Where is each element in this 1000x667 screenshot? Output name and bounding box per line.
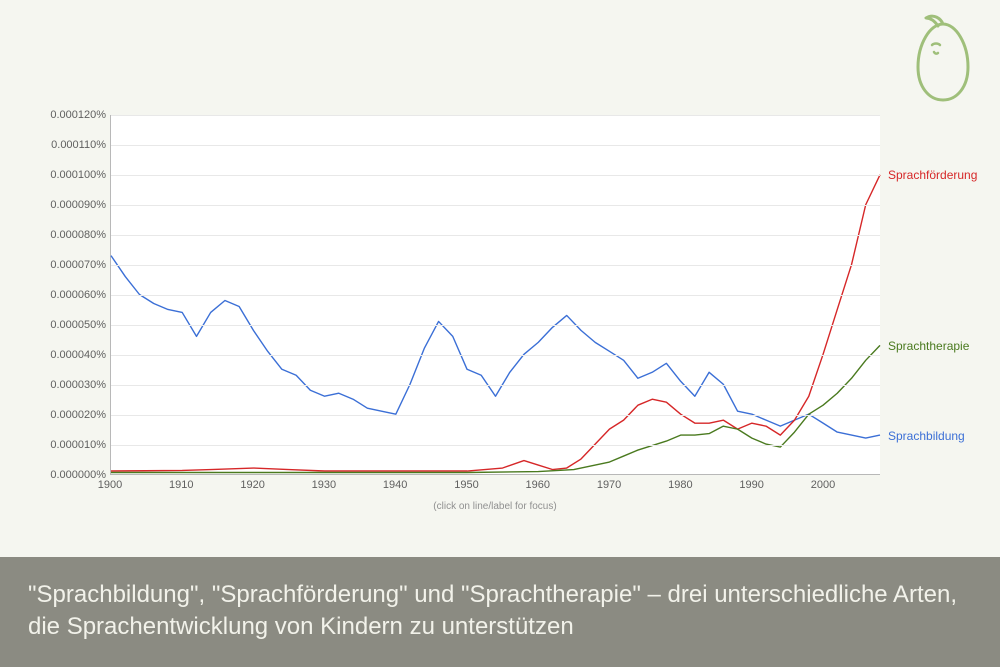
gridline — [111, 385, 880, 386]
gridline — [111, 265, 880, 266]
gridline — [111, 115, 880, 116]
y-axis: 0.000000%0.000010%0.000020%0.000030%0.00… — [28, 115, 110, 475]
y-tick-label: 0.000110% — [51, 139, 106, 151]
gridline — [111, 145, 880, 146]
y-tick-label: 0.000120% — [50, 109, 106, 121]
x-tick-label: 1940 — [383, 479, 407, 491]
series-label-Sprachfoerderung[interactable]: Sprachförderung — [888, 168, 977, 182]
caption-bar: "Sprachbildung", "Sprachförderung" und "… — [0, 557, 1000, 667]
x-tick-label: 1990 — [739, 479, 763, 491]
x-tick-label: 1980 — [668, 479, 692, 491]
x-tick-label: 1920 — [240, 479, 264, 491]
series-line-Sprachbildung[interactable] — [111, 256, 880, 438]
gridline — [111, 295, 880, 296]
caption-text: "Sprachbildung", "Sprachförderung" und "… — [28, 581, 957, 640]
click-hint: (click on line/label for focus) — [110, 501, 880, 512]
series-line-Sprachfoerderung[interactable] — [111, 175, 880, 471]
gridline — [111, 175, 880, 176]
series-labels: Sprachbildung Sprachförderung Sprachtherap… — [884, 115, 994, 475]
bird-egg-logo — [908, 12, 978, 107]
x-tick-label: 1970 — [597, 479, 621, 491]
gridline — [111, 235, 880, 236]
y-tick-label: 0.000060% — [50, 289, 106, 301]
y-tick-label: 0.000040% — [50, 349, 106, 361]
ngram-chart: 0.000000%0.000010%0.000020%0.000030%0.00… — [28, 115, 988, 535]
y-tick-label: 0.000020% — [50, 409, 106, 421]
bird-egg-icon — [908, 12, 978, 107]
gridline — [111, 445, 880, 446]
x-tick-label: 1900 — [98, 479, 122, 491]
series-line-Sprachtherapie[interactable] — [111, 345, 880, 472]
y-tick-label: 0.000090% — [50, 199, 106, 211]
x-axis: 1900191019201930194019501960197019801990… — [110, 479, 880, 499]
y-tick-label: 0.000100% — [50, 169, 106, 181]
x-tick-label: 1930 — [312, 479, 336, 491]
x-tick-label: 1960 — [526, 479, 550, 491]
y-tick-label: 0.000050% — [50, 319, 106, 331]
y-tick-label: 0.000080% — [50, 229, 106, 241]
gridline — [111, 325, 880, 326]
series-label-Sprachbildung[interactable]: Sprachbildung — [888, 429, 965, 443]
x-tick-label: 2000 — [811, 479, 835, 491]
plot-area[interactable] — [110, 115, 880, 475]
series-label-Sprachtherapie[interactable]: Sprachtherapie — [888, 339, 969, 353]
gridline — [111, 355, 880, 356]
x-tick-label: 1950 — [454, 479, 478, 491]
x-tick-label: 1910 — [169, 479, 193, 491]
y-tick-label: 0.000030% — [50, 379, 106, 391]
y-tick-label: 0.000070% — [50, 259, 106, 271]
gridline — [111, 205, 880, 206]
y-tick-label: 0.000010% — [50, 439, 106, 451]
gridline — [111, 415, 880, 416]
